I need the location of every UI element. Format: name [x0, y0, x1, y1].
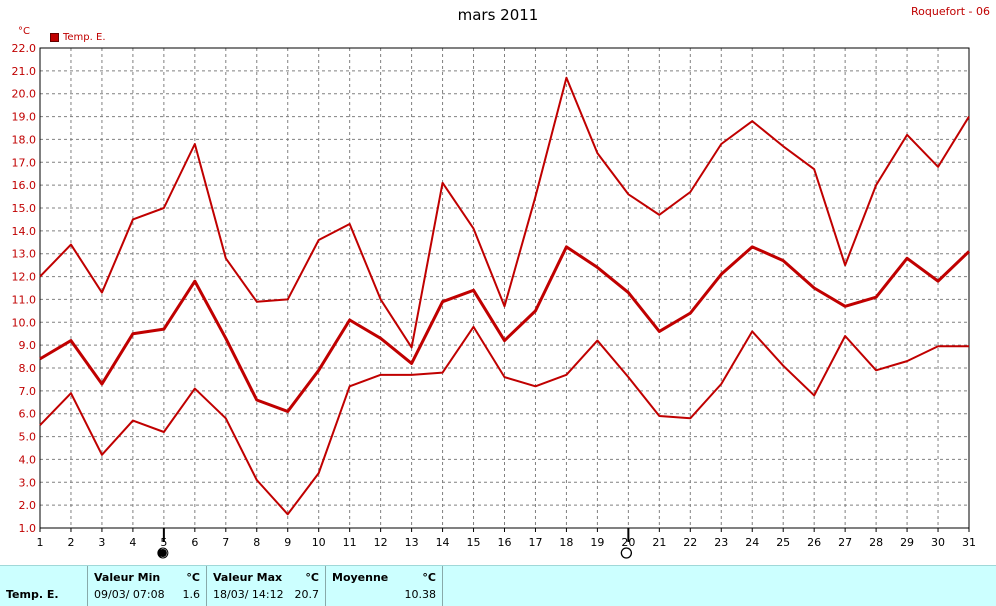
- stats-min-date: 09/03/ 07:08: [94, 588, 165, 601]
- x-tick-label: 22: [683, 536, 697, 549]
- x-tick-label: 14: [436, 536, 450, 549]
- legend-swatch: [50, 33, 59, 42]
- stats-max-value: 20.7: [294, 588, 320, 601]
- new-moon-disc: [158, 549, 167, 557]
- x-tick-label: 15: [467, 536, 481, 549]
- stats-panel: Temp. E. Valeur Min °C 09/03/ 07:08 1.6 …: [0, 565, 996, 606]
- x-tick-label: 7: [222, 536, 229, 549]
- y-tick-label: 22.0: [12, 42, 37, 55]
- y-axis-unit: °C: [18, 26, 30, 37]
- chart-title: mars 2011: [457, 6, 539, 24]
- x-tick-label: 21: [652, 536, 666, 549]
- series-line-1: [39, 76, 970, 349]
- y-tick-label: 19.0: [12, 111, 37, 124]
- y-tick-label: 3.0: [19, 476, 37, 489]
- new-moon-shade: [157, 548, 163, 558]
- y-tick-label: 11.0: [12, 293, 37, 306]
- x-tick-label: 3: [98, 536, 105, 549]
- stats-min-label: Valeur Min: [94, 571, 161, 584]
- x-tick-label: 12: [374, 536, 388, 549]
- line-chart: 1.0 2.0 3.0 4.0 5.0 6.0 7.0 8.0 9.0 10.0 11.0 12.0 1…: [12, 42, 977, 559]
- chart-series: [39, 76, 971, 516]
- stats-min-value: 1.6: [182, 588, 201, 601]
- x-tick-label: 17: [528, 536, 542, 549]
- y-tick-label: 4.0: [19, 453, 37, 466]
- x-tick-label: 18: [559, 536, 573, 549]
- stats-mean-box: Moyenne °C 10.38: [325, 566, 443, 606]
- y-tick-label: 6.0: [19, 408, 37, 421]
- y-tick-label: 9.0: [19, 339, 37, 352]
- series-line-2: [39, 245, 971, 413]
- y-tick-label: 15.0: [12, 202, 37, 215]
- stats-max-date: 18/03/ 14:12: [213, 588, 284, 601]
- y-tick-label: 21.0: [12, 65, 37, 78]
- stats-mean-unit: °C: [422, 571, 436, 584]
- x-tick-label: 13: [405, 536, 419, 549]
- x-tick-label: 2: [67, 536, 74, 549]
- x-tick-label: 20: [621, 536, 635, 549]
- y-tick-label: 5.0: [19, 431, 37, 444]
- x-tick-label: 11: [343, 536, 357, 549]
- y-tick-label: 13.0: [12, 248, 37, 261]
- y-tick-label: 8.0: [19, 362, 37, 375]
- x-tick-label: 16: [498, 536, 512, 549]
- x-tick-label: 24: [745, 536, 759, 549]
- stats-max-label: Valeur Max: [213, 571, 283, 584]
- x-tick-label: 5: [160, 536, 167, 549]
- y-tick-label: 2.0: [19, 499, 37, 512]
- full-moon-icon: [620, 547, 633, 559]
- stats-min-unit: °C: [186, 571, 200, 584]
- stats-mean-value: 10.38: [404, 588, 437, 601]
- stats-max-box: Valeur Max °C 18/03/ 14:12 20.7: [206, 566, 325, 606]
- x-tick-label: 23: [714, 536, 728, 549]
- y-tick-label: 1.0: [19, 522, 37, 535]
- x-tick-label: 28: [869, 536, 883, 549]
- x-tick-label: 25: [776, 536, 790, 549]
- chart-ticks: 1.0 2.0 3.0 4.0 5.0 6.0 7.0 8.0 9.0 10.0 11.0 12.0 1…: [12, 42, 977, 549]
- new-moon-icon: [157, 547, 169, 559]
- x-tick-label: 4: [129, 536, 136, 549]
- x-tick-label: 6: [191, 536, 198, 549]
- x-tick-label: 10: [312, 536, 326, 549]
- y-tick-label: 17.0: [12, 156, 37, 169]
- y-tick-label: 12.0: [12, 271, 37, 284]
- y-tick-label: 7.0: [19, 385, 37, 398]
- x-tick-label: 9: [284, 536, 291, 549]
- x-tick-label: 26: [807, 536, 821, 549]
- stats-mean-label: Moyenne: [332, 571, 389, 584]
- stats-series-name: Temp. E.: [6, 588, 59, 601]
- chart-legend: Temp. E.: [50, 32, 106, 43]
- x-tick-label: 30: [931, 536, 945, 549]
- legend-label: Temp. E.: [63, 32, 106, 43]
- x-tick-label: 8: [253, 536, 260, 549]
- y-tick-label: 10.0: [12, 316, 37, 329]
- x-tick-label: 31: [962, 536, 976, 549]
- y-tick-label: 14.0: [12, 225, 37, 238]
- chart-grid: [39, 47, 970, 529]
- y-tick-label: 18.0: [12, 133, 37, 146]
- x-tick-label: 29: [900, 536, 914, 549]
- stats-max-unit: °C: [305, 571, 319, 584]
- x-tick-label: 1: [37, 536, 44, 549]
- y-tick-label: 16.0: [12, 179, 37, 192]
- y-tick-label: 20.0: [12, 88, 37, 101]
- series-line-3: [39, 325, 969, 516]
- x-tick-label: 27: [838, 536, 852, 549]
- station-label: Roquefort - 06: [911, 5, 990, 18]
- moon-phase-markers: [157, 528, 633, 559]
- stats-min-box: Valeur Min °C 09/03/ 07:08 1.6: [87, 566, 206, 606]
- x-tick-label: 19: [590, 536, 604, 549]
